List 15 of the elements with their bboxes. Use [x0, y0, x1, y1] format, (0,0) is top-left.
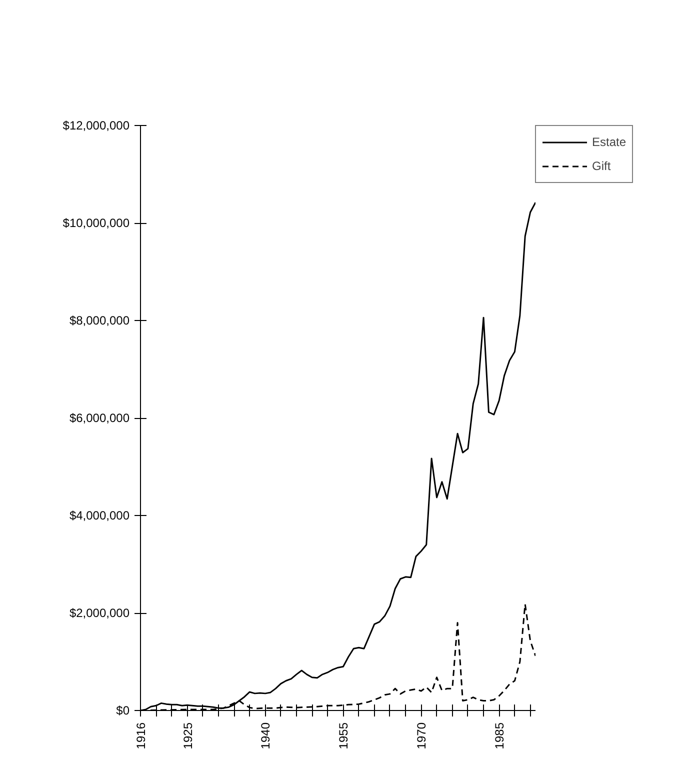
y-tick-label: $8,000,000 — [69, 314, 130, 328]
x-tick-label: 1940 — [258, 722, 273, 750]
x-tick-label: 1955 — [336, 722, 351, 750]
legend-label: Gift — [592, 159, 612, 173]
y-tick-label: $12,000,000 — [62, 118, 130, 132]
y-tick-label: $4,000,000 — [69, 508, 130, 522]
y-tick-label: $6,000,000 — [69, 411, 130, 425]
x-tick-label: 1925 — [180, 722, 195, 750]
x-tick-label: 1916 — [134, 722, 148, 750]
x-tick-label: 1985 — [492, 722, 507, 750]
legend-label: Estate — [592, 135, 626, 149]
y-tick-label: $2,000,000 — [69, 606, 130, 620]
x-tick-label: 1970 — [414, 722, 429, 750]
y-tick-label: $0 — [116, 704, 130, 718]
y-tick-label: $10,000,000 — [62, 216, 130, 230]
